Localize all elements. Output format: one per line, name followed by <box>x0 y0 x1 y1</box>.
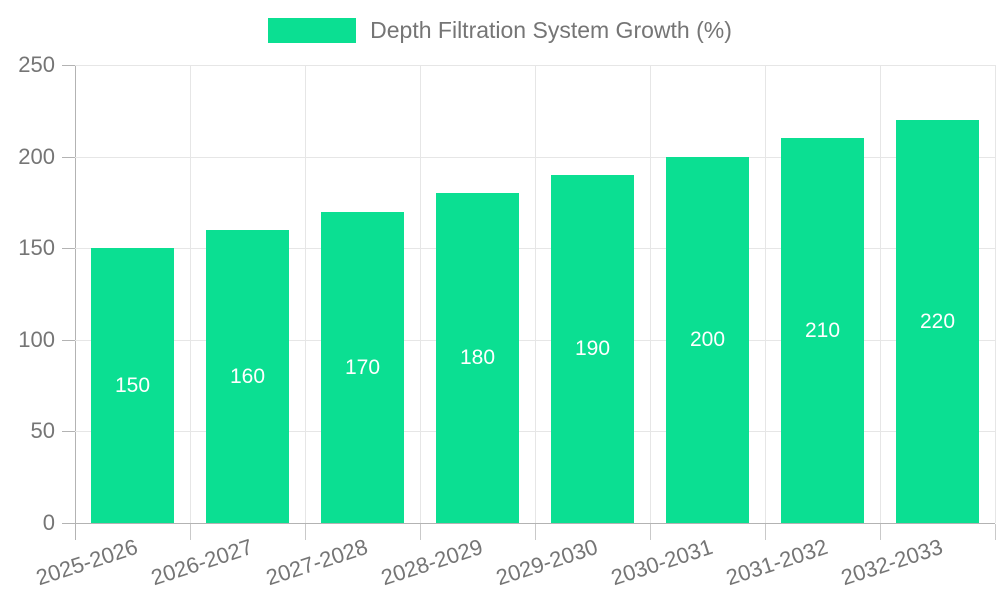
y-axis-line <box>75 65 76 540</box>
bar-value-label: 190 <box>574 337 611 360</box>
y-tick <box>62 523 75 524</box>
y-tick-label: 0 <box>42 510 55 535</box>
plot-area: 150 160 170 180 190 200 210 220 <box>75 65 996 523</box>
x-tick <box>880 524 881 540</box>
x-grid-line <box>420 65 421 523</box>
legend-swatch <box>268 18 357 43</box>
y-tick <box>62 157 75 158</box>
y-tick-label: 250 <box>18 52 55 77</box>
legend-item[interactable]: Depth Filtration System Growth (%) <box>268 18 732 43</box>
x-tick <box>305 524 306 540</box>
x-tick <box>535 524 536 540</box>
y-tick <box>62 340 75 341</box>
y-tick-label: 150 <box>18 235 55 260</box>
x-tick <box>995 524 996 540</box>
x-grid-line <box>995 65 996 523</box>
x-tick <box>75 524 76 540</box>
bar-value-label: 160 <box>229 365 266 388</box>
legend: Depth Filtration System Growth (%) <box>0 18 1000 43</box>
bar <box>436 193 519 523</box>
x-grid-line <box>650 65 651 523</box>
x-grid-line <box>190 65 191 523</box>
bar <box>551 175 634 523</box>
bar-value-label: 180 <box>459 346 496 369</box>
x-grid-line <box>305 65 306 523</box>
x-grid-line <box>880 65 881 523</box>
y-tick-label: 50 <box>30 418 55 443</box>
bar <box>206 230 289 523</box>
x-tick <box>420 524 421 540</box>
bar-value-label: 200 <box>689 328 726 351</box>
bar-value-label: 220 <box>919 310 956 333</box>
x-axis-line <box>62 523 995 524</box>
legend-label: Depth Filtration System Growth (%) <box>370 17 732 43</box>
x-tick <box>765 524 766 540</box>
y-tick <box>62 431 75 432</box>
bar-value-label: 150 <box>114 374 151 397</box>
bar <box>896 120 979 523</box>
bar <box>91 248 174 523</box>
bar <box>321 212 404 523</box>
bar <box>781 138 864 523</box>
x-grid-line <box>535 65 536 523</box>
x-tick <box>190 524 191 540</box>
y-tick <box>62 65 75 66</box>
bar-value-label: 210 <box>804 319 841 342</box>
bar-value-label: 170 <box>344 356 381 379</box>
x-grid-line <box>765 65 766 523</box>
x-tick <box>650 524 651 540</box>
bar <box>666 157 749 523</box>
y-tick-label: 200 <box>18 144 55 169</box>
y-tick <box>62 248 75 249</box>
y-tick-label: 100 <box>18 327 55 352</box>
